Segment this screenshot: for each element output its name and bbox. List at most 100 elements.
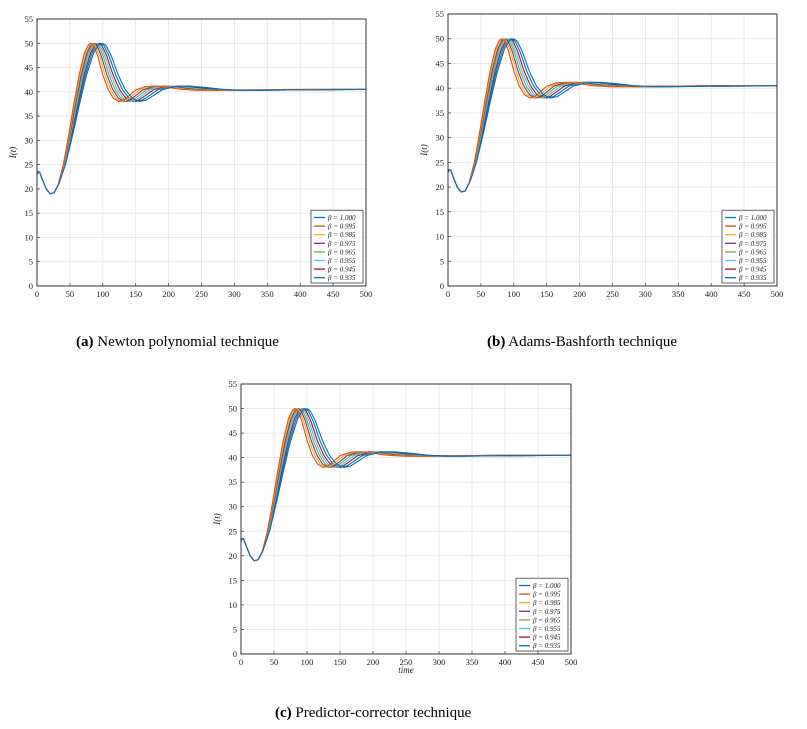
- chart-a-y-tick-label: 45: [25, 63, 34, 73]
- chart-c-y-tick-label: 35: [229, 477, 238, 487]
- chart-b-legend-label: β = 0.965: [738, 248, 767, 256]
- chart-c-y-tick-label: 15: [229, 575, 238, 585]
- chart-a-y-tick-label: 50: [25, 38, 34, 48]
- chart-c-legend-label: β = 0.945: [532, 634, 561, 642]
- chart-c-legend-label: β = 1.000: [532, 582, 561, 590]
- chart-b-x-tick-label: 50: [477, 289, 486, 299]
- chart-c-y-tick-label: 30: [229, 502, 238, 512]
- caption-b: (b) Adams-Bashforth technique: [487, 334, 677, 351]
- chart-c-legend-label: β = 0.995: [532, 591, 561, 599]
- chart-a-legend-label: β = 0.935: [327, 274, 356, 282]
- chart-b-legend-label: β = 0.945: [738, 266, 767, 274]
- chart-c-y-tick-label: 40: [229, 453, 238, 463]
- chart-b-x-tick-label: 100: [507, 289, 520, 299]
- chart-c-x-tick-label: 350: [466, 657, 479, 667]
- chart-c-plot-frame: [240, 383, 572, 655]
- chart-a-x-tick-label: 400: [294, 289, 307, 299]
- chart-b-y-tick-label: 25: [436, 157, 445, 167]
- chart-a-x-tick-label: 500: [360, 289, 373, 299]
- chart-a-x-tick-label: 50: [66, 289, 75, 299]
- chart-a-y-tick-label: 35: [25, 111, 34, 121]
- chart-b-y-tick-label: 20: [436, 182, 445, 192]
- chart-b-x-axis-label: time: [605, 297, 621, 300]
- chart-a-y-tick-label: 30: [25, 135, 34, 145]
- chart-b-y-tick-label: 50: [436, 34, 445, 44]
- chart-a-legend-label: β = 0.955: [327, 257, 356, 265]
- chart-b-legend-label: β = 0.995: [738, 223, 767, 231]
- chart-a-legend-label: β = 0.995: [327, 223, 356, 231]
- chart-b-y-tick-label: 5: [440, 256, 444, 266]
- chart-a-y-tick-label: 25: [25, 160, 34, 170]
- chart-b-svg: 0 50 100 150 200 250 300 350 400 450 500 0 5 10 15 20 25…: [419, 9, 784, 300]
- chart-b-legend: [721, 209, 775, 284]
- chart-b-x-tick-label: 450: [738, 289, 751, 299]
- chart-c-legend-label: β = 0.935: [532, 642, 561, 650]
- chart-a-y-tick-label: 20: [25, 184, 34, 194]
- caption-c: (c) Predictor-corrector technique: [275, 705, 471, 722]
- caption-b-text: Adams-Bashforth technique: [508, 334, 677, 350]
- chart-a-x-tick-label: 350: [261, 289, 274, 299]
- chart-a-x-tick-label: 100: [96, 289, 109, 299]
- chart-b-x-tick-label: 500: [771, 289, 784, 299]
- chart-a-legend-label: β = 0.975: [327, 240, 356, 248]
- chart-c-x-tick-label: 450: [532, 657, 545, 667]
- chart-c-x-tick-label: 400: [499, 657, 512, 667]
- caption-b-letter: (b): [487, 334, 506, 350]
- chart-b-x-tick-label: 250: [606, 289, 619, 299]
- chart-c-legend-label: β = 0.985: [532, 599, 561, 607]
- chart-panel-c: 0 50 100 150 200 250 300 350 400 450 500 0 5 10 15 20 25…: [203, 372, 583, 677]
- chart-b-legend-label: β = 1.000: [738, 214, 767, 222]
- chart-a-y-tick-label: 40: [25, 87, 34, 97]
- chart-c-x-axis-label: time: [398, 665, 414, 675]
- chart-b-x-tick-label: 300: [639, 289, 652, 299]
- chart-a-x-tick-label: 150: [129, 289, 142, 299]
- chart-c-y-tick-label: 5: [233, 624, 237, 634]
- chart-a-y-tick-label: 0: [29, 281, 33, 291]
- chart-a-x-tick-label: 0: [35, 289, 39, 299]
- chart-c-x-tick-label: 50: [270, 657, 279, 667]
- chart-b-x-tick-label: 200: [573, 289, 586, 299]
- chart-b-x-tick-label: 150: [540, 289, 553, 299]
- chart-b-legend-label: β = 0.975: [738, 240, 767, 248]
- chart-c-series-line: [241, 408, 571, 562]
- chart-b-y-tick-label: 30: [436, 133, 445, 143]
- chart-c-y-axis-label: I(t): [212, 513, 222, 526]
- chart-a-y-tick-label: 10: [25, 232, 34, 242]
- chart-a-x-tick-label: 450: [327, 289, 340, 299]
- chart-b-y-tick-label: 40: [436, 83, 445, 93]
- chart-b-y-axis-label: I(t): [419, 144, 429, 157]
- chart-c-x-tick-label: 0: [239, 657, 243, 667]
- chart-c-x-tick-label: 500: [565, 657, 578, 667]
- chart-b-plot-frame: [447, 13, 778, 287]
- chart-b-legend-label: β = 0.985: [738, 231, 767, 239]
- chart-a-x-tick-label: 200: [162, 289, 175, 299]
- chart-c-legend-label: β = 0.975: [532, 608, 561, 616]
- chart-b-y-tick-label: 55: [436, 9, 445, 19]
- chart-a-plot-frame: [36, 18, 367, 287]
- chart-panel-a: 0 50 100 150 200 250 300 350 400 450 500 0 5 10 15 20 25…: [0, 0, 380, 300]
- caption-c-letter: (c): [275, 705, 292, 721]
- chart-c-y-tick-label: 45: [229, 428, 238, 438]
- chart-a-x-axis-label: time: [194, 297, 210, 300]
- chart-c-svg: 0 50 100 150 200 250 300 350 400 450 500 0 5 10 15 20 25…: [212, 379, 578, 675]
- chart-a-series-line: [37, 42, 366, 195]
- chart-b-y-tick-label: 35: [436, 108, 445, 118]
- chart-panel-b: 0 50 100 150 200 250 300 350 400 450 500 0 5 10 15 20 25…: [411, 0, 807, 300]
- chart-b-y-tick-label: 10: [436, 232, 445, 242]
- chart-b-y-tick-label: 45: [436, 58, 445, 68]
- chart-b-series-line: [448, 38, 777, 193]
- chart-c-y-tick-label: 25: [229, 526, 238, 536]
- chart-c-y-tick-label: 0: [233, 649, 237, 659]
- chart-b-y-tick-label: 15: [436, 207, 445, 217]
- chart-a-legend-label: β = 0.965: [327, 248, 356, 256]
- caption-a-letter: (a): [76, 334, 94, 350]
- chart-b-legend-label: β = 0.955: [738, 257, 767, 265]
- chart-c-y-tick-label: 55: [229, 379, 238, 389]
- caption-c-text: Predictor-corrector technique: [295, 705, 472, 721]
- chart-a-y-axis-label: I(t): [8, 147, 18, 160]
- chart-c-legend-label: β = 0.965: [532, 616, 561, 624]
- chart-b-x-tick-label: 0: [446, 289, 450, 299]
- chart-c-x-tick-label: 100: [301, 657, 314, 667]
- chart-a-legend-label: β = 0.945: [327, 266, 356, 274]
- chart-b-x-tick-label: 400: [705, 289, 718, 299]
